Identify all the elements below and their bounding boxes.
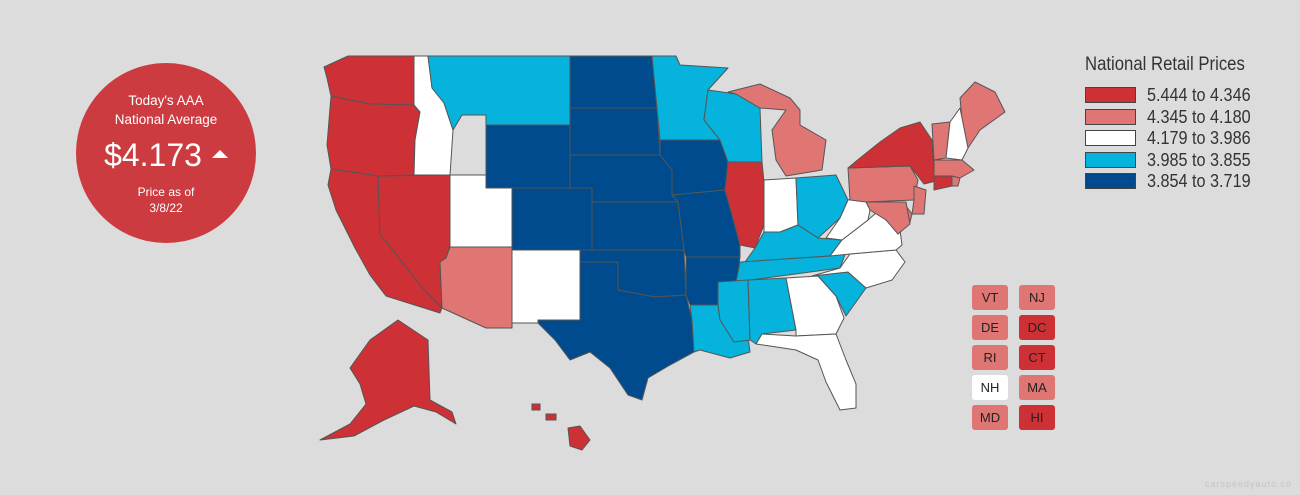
state-wyoming[interactable] <box>485 124 571 189</box>
average-price: $4.173 <box>104 137 202 173</box>
small-state-tile-hi[interactable]: HI <box>1019 405 1055 430</box>
legend-title: National Retail Prices <box>1085 54 1245 75</box>
price-date-line1: Price as of <box>137 185 195 199</box>
state-rhode-island[interactable] <box>951 175 961 187</box>
state-florida[interactable] <box>755 333 857 411</box>
small-state-tile-ri[interactable]: RI <box>972 345 1008 370</box>
up-triangle-icon <box>211 149 228 158</box>
state-tennessee[interactable] <box>735 251 847 283</box>
legend-swatch <box>1085 130 1136 146</box>
legend-swatch <box>1085 173 1136 189</box>
state-texas[interactable] <box>537 261 695 401</box>
state-new-mexico[interactable] <box>511 249 581 324</box>
small-state-tile-nh[interactable]: NH <box>972 375 1008 400</box>
state-kansas[interactable] <box>591 201 685 251</box>
national-average-badge: Today's AAA National Average $4.173 Pric… <box>76 63 256 243</box>
state-south-dakota[interactable] <box>569 107 661 156</box>
state-arizona[interactable] <box>439 246 513 329</box>
state-new-hampshire[interactable] <box>945 107 969 161</box>
legend-label: 4.345 to 4.180 <box>1147 106 1251 127</box>
small-state-tile-ct[interactable]: CT <box>1019 345 1055 370</box>
average-title: Today's AAA National Average <box>76 91 256 129</box>
state-maryland[interactable] <box>865 201 911 235</box>
legend-label: 3.854 to 3.719 <box>1147 171 1251 191</box>
state-montana[interactable] <box>427 55 571 131</box>
state-pennsylvania[interactable] <box>847 165 919 203</box>
legend-label: 5.444 to 4.346 <box>1147 85 1251 105</box>
small-state-tile-vt[interactable]: VT <box>972 285 1008 310</box>
price-date: Price as of 3/8/22 <box>76 184 256 216</box>
legend-swatch <box>1085 108 1136 125</box>
average-title-line2: National Average <box>114 112 218 127</box>
state-hawaii[interactable] <box>531 403 591 451</box>
state-new-jersey[interactable] <box>911 185 927 215</box>
state-colorado[interactable] <box>511 187 593 251</box>
legend-swatch <box>1085 151 1136 168</box>
average-price-row: $4.173 <box>76 137 256 173</box>
state-oregon[interactable] <box>326 95 421 177</box>
small-state-tile-ma[interactable]: MA <box>1019 375 1055 400</box>
legend-swatch <box>1085 87 1136 103</box>
state-alaska[interactable] <box>319 319 457 441</box>
state-indiana[interactable] <box>763 177 799 233</box>
state-maine[interactable] <box>959 81 1006 149</box>
small-state-tile-de[interactable]: DE <box>972 315 1008 340</box>
small-state-tile-dc[interactable]: DC <box>1019 315 1055 340</box>
state-north-dakota[interactable] <box>569 55 658 109</box>
legend-label: 3.985 to 3.855 <box>1147 149 1251 170</box>
watermark: carspeedyauto.co <box>1204 479 1292 489</box>
small-state-tile-nj[interactable]: NJ <box>1019 285 1055 310</box>
state-connecticut[interactable] <box>933 175 953 191</box>
state-massachusetts[interactable] <box>933 159 975 179</box>
price-date-line2: 3/8/22 <box>149 201 183 215</box>
state-michigan[interactable] <box>727 83 827 177</box>
average-title-line1: Today's AAA <box>128 93 204 108</box>
legend-label: 4.179 to 3.986 <box>1147 128 1251 148</box>
small-state-tile-md[interactable]: MD <box>972 405 1008 430</box>
